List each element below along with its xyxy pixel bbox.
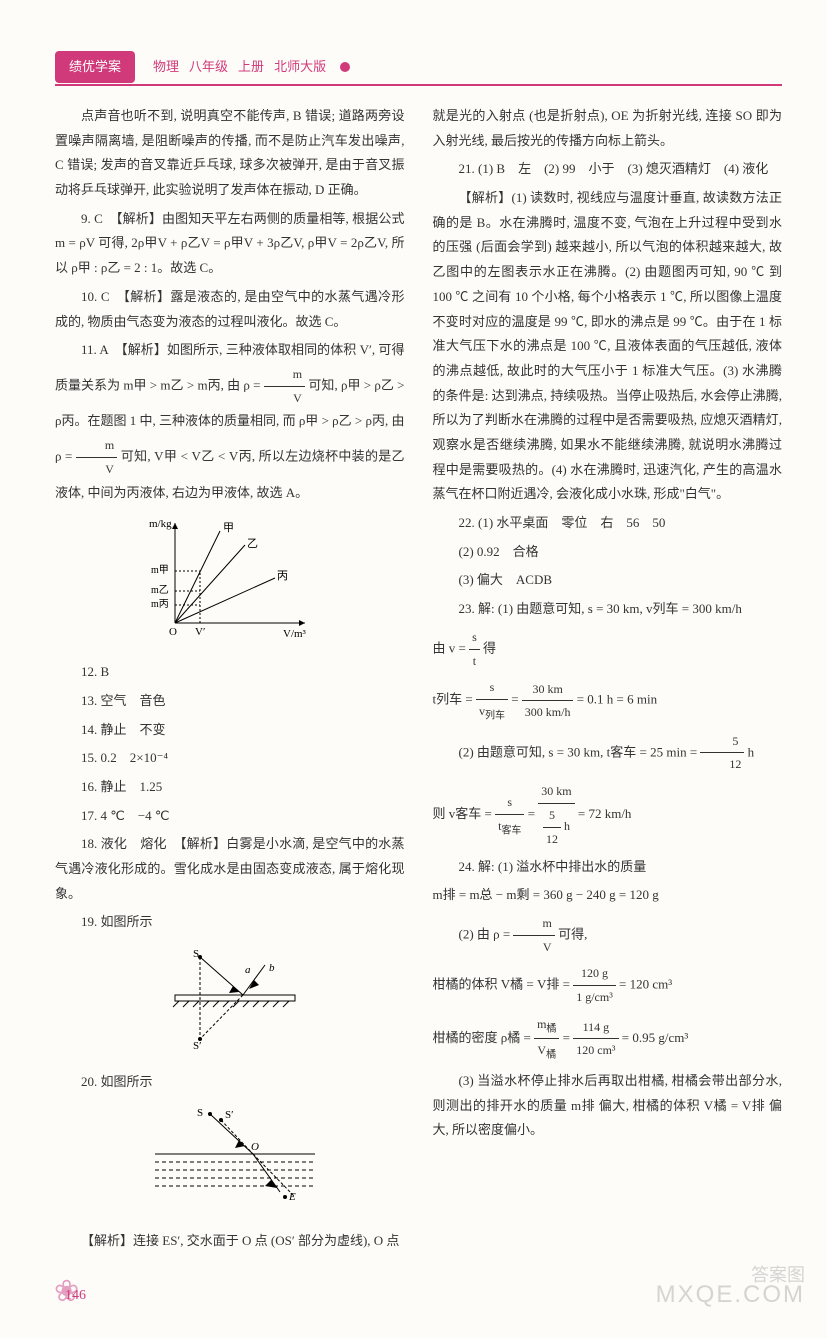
answer-21: 21. (1) B 左 (2) 99 小于 (3) 熄灭酒精灯 (4) 液化: [433, 157, 783, 182]
reflection-svg: S a b: [145, 943, 315, 1053]
answer-19: 19. 如图所示: [55, 910, 405, 935]
frac-m-v-3: mV: [513, 912, 554, 959]
answer-22-1: 22. (1) 水平桌面 零位 右 56 50: [433, 511, 783, 536]
answer-10: 10. C 【解析】露是液态的, 是由空气中的水蒸气遇冷形成的, 物质由气态变为…: [55, 285, 405, 334]
frac-m-v-2: mV: [76, 434, 117, 481]
frac-120-1: 120 g1 g/cm³: [573, 962, 616, 1009]
page-number: 146: [65, 1283, 86, 1310]
answer-17: 17. 4 ℃ −4 ℃: [55, 804, 405, 829]
volume-label: 上册: [238, 55, 264, 80]
answer-20-expl: 【解析】连接 ES′, 交水面于 O 点 (OS′ 部分为虚线), O 点: [55, 1229, 405, 1254]
answer-12: 12. B: [55, 660, 405, 685]
answer-20: 20. 如图所示: [55, 1070, 405, 1095]
answer-24-calc1: m排 = m总 − m剩 = 360 g − 240 g = 120 g: [433, 883, 783, 908]
r13a: 柑橘的体积 V橘 = V排 =: [433, 977, 574, 992]
answer-22-2: (2) 0.92 合格: [433, 540, 783, 565]
r7a: t列车 =: [433, 692, 476, 707]
tick-v: V′: [195, 626, 205, 638]
axis-y: m/kg: [149, 518, 172, 530]
answer-20-cont: 就是光的入射点 (也是折射点), OE 为折射光线, 连接 SO 即为入射光线,…: [433, 104, 783, 153]
answer-23-formula: 由 v = st 得: [433, 626, 783, 673]
r6b: 得: [483, 640, 496, 655]
r13b: = 120 cm³: [619, 977, 672, 992]
origin: O: [169, 626, 177, 638]
figure-graph: 甲 乙 丙 V/m³ m/kg O V′ m甲 m乙 m丙: [55, 513, 405, 652]
answer-24-vol: 柑橘的体积 V橘 = V排 = 120 g1 g/cm³ = 120 cm³: [433, 962, 783, 1009]
answer-23-2: (2) 由题意可知, s = 30 km, t客车 = 25 min = 512…: [433, 730, 783, 777]
answer-24-3: (3) 当溢水杯停止排水后再取出柑橘, 柑橘会带出部分水, 则测出的排开水的质量…: [433, 1069, 783, 1143]
answer-23-start: 23. 解: (1) 由题意可知, s = 30 km, v列车 = 300 k…: [433, 597, 783, 622]
answer-24-1: 24. 解: (1) 溢水杯中排出水的质量: [433, 855, 783, 880]
frac-30-512: 30 km512 h: [538, 780, 574, 850]
answer-9: 9. C 【解析】由图知天平左右两侧的质量相等, 根据公式 m = ρV 可得,…: [55, 207, 405, 281]
answer-22-3: (3) 偏大 ACDB: [433, 568, 783, 593]
answer-13: 13. 空气 音色: [55, 689, 405, 714]
subject-label: 物理: [153, 55, 179, 80]
r14b: = 0.95 g/cm³: [622, 1030, 688, 1045]
svg-text:S′: S′: [193, 1040, 202, 1052]
graph-svg: 甲 乙 丙 V/m³ m/kg O V′ m甲 m乙 m丙: [145, 513, 315, 643]
frac-m-v-1: mV: [264, 363, 305, 410]
frac-30-300: 30 km300 km/h: [522, 678, 574, 725]
answer-21-expl: 【解析】(1) 读数时, 视线应与温度计垂直, 故读数方法正确的是 B。水在沸腾…: [433, 186, 783, 507]
m2: m乙: [151, 584, 169, 596]
lbl-bing: 丙: [277, 570, 288, 582]
answer-18: 18. 液化 熔化 【解析】白雾是小水滴, 是空气中的水蒸气遇冷液化形成的。雪化…: [55, 832, 405, 906]
axis-x: V/m³: [283, 628, 307, 640]
right-column: 就是光的入射点 (也是折射点), OE 为折射光线, 连接 SO 即为入射光线,…: [433, 104, 783, 1258]
svg-text:S: S: [193, 948, 199, 960]
answer-11: 11. A 【解析】如图所示, 三种液体取相同的体积 V′, 可得质量关系为 m…: [55, 338, 405, 505]
edition-label: 北师大版: [274, 55, 326, 80]
lbl-yi: 乙: [247, 537, 258, 550]
content-columns: 点声音也听不到, 说明真空不能传声, B 错误; 道路两旁设置噪声隔离墙, 是阻…: [55, 104, 782, 1258]
r9a: 则 v客车 =: [433, 806, 496, 821]
answer-8-cont: 点声音也听不到, 说明真空不能传声, B 错误; 道路两旁设置噪声隔离墙, 是阻…: [55, 104, 405, 203]
frac-5-12: 512: [700, 730, 744, 777]
r12a: (2) 由 ρ =: [459, 926, 514, 941]
r14a: 柑橘的密度 ρ橘 =: [433, 1030, 535, 1045]
r7eq: = 0.1 h = 6 min: [577, 692, 657, 707]
watermark-2: MXQE.COM: [656, 1272, 805, 1318]
grade-label: 八年级: [189, 55, 228, 80]
answer-23-calc1: t列车 = sv列车 = 30 km300 km/h = 0.1 h = 6 m…: [433, 676, 783, 725]
frac-s-t: st: [469, 626, 480, 673]
svg-text:S′: S′: [225, 1109, 234, 1121]
answer-23-calc2: 则 v客车 = st客车 = 30 km512 h = 72 km/h: [433, 780, 783, 850]
r8a: (2) 由题意可知, s = 30 km, t客车 = 25 min =: [459, 744, 701, 759]
svg-text:b: b: [269, 962, 275, 974]
figure-refraction: S S′ O E: [55, 1102, 405, 1221]
r6a: 由 v =: [433, 640, 470, 655]
svg-text:a: a: [245, 964, 251, 976]
answer-24-dens: 柑橘的密度 ρ橘 = m橘V橘 = 114 g120 cm³ = 0.95 g/…: [433, 1013, 783, 1065]
series-badge: 绩优学案: [55, 51, 135, 84]
page-header: 绩优学案 物理 八年级 上册 北师大版: [55, 50, 782, 86]
header-dot-icon: [340, 62, 350, 72]
figure-reflection: S a b: [55, 943, 405, 1062]
r8b: h: [748, 744, 755, 759]
refraction-svg: S S′ O E: [135, 1102, 325, 1212]
r12b: 可得,: [558, 926, 587, 941]
answer-24-2: (2) 由 ρ = mV 可得,: [433, 912, 783, 959]
answer-14: 14. 静止 不变: [55, 718, 405, 743]
frac-s-tbus: st客车: [495, 791, 524, 840]
m3: m丙: [151, 599, 169, 610]
svg-text:E: E: [288, 1191, 296, 1203]
answer-16: 16. 静止 1.25: [55, 775, 405, 800]
lbl-jia: 甲: [223, 522, 234, 534]
frac-114-120: 114 g120 cm³: [573, 1016, 618, 1063]
frac-morange-v: m橘V橘: [534, 1013, 559, 1065]
answer-15: 15. 0.2 2×10⁻⁴: [55, 746, 405, 771]
left-column: 点声音也听不到, 说明真空不能传声, B 错误; 道路两旁设置噪声隔离墙, 是阻…: [55, 104, 405, 1258]
svg-text:O: O: [251, 1141, 259, 1153]
svg-text:S: S: [197, 1107, 203, 1119]
r9b: = 72 km/h: [578, 806, 632, 821]
m1: m甲: [151, 565, 169, 576]
page: 绩优学案 物理 八年级 上册 北师大版 点声音也听不到, 说明真空不能传声, B…: [0, 0, 827, 1338]
frac-s-v: sv列车: [476, 676, 508, 725]
